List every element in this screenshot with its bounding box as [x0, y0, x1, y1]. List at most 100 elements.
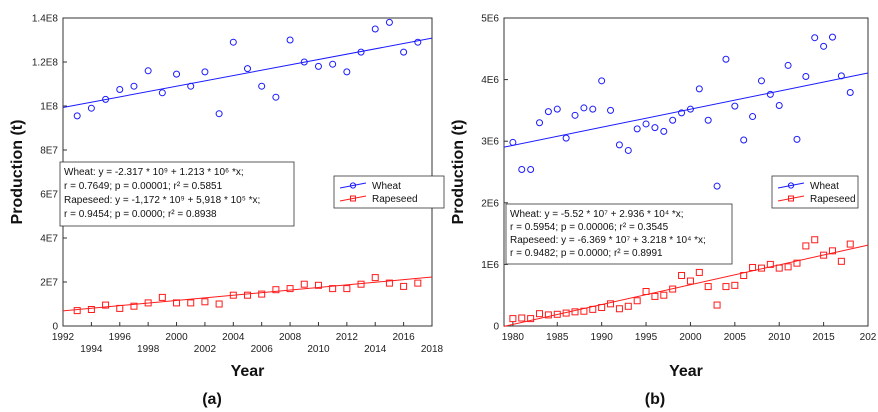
data-point — [713, 301, 721, 309]
data-point — [731, 102, 739, 110]
x-tick-label: 1992 — [52, 332, 75, 343]
legend-line — [777, 182, 805, 189]
data-point — [615, 305, 623, 313]
fit-line — [503, 72, 869, 148]
data-point — [828, 247, 836, 255]
data-point — [158, 89, 166, 97]
data-point — [651, 292, 659, 300]
y-tick-label: 5E6 — [481, 14, 499, 25]
legend-label: Wheat — [810, 181, 839, 192]
x-tick-label: 1985 — [546, 332, 569, 343]
legend-marker — [350, 195, 356, 202]
x-tick-label: 2000 — [165, 332, 188, 343]
data-point — [793, 135, 801, 143]
data-point — [314, 281, 322, 289]
series-rapeseed — [62, 274, 433, 315]
data-point — [229, 38, 237, 46]
data-point — [678, 109, 686, 117]
data-point — [329, 60, 337, 68]
panel-label: (a) — [202, 391, 222, 408]
equation-frame — [505, 203, 733, 265]
data-point — [544, 108, 552, 116]
data-point — [571, 111, 579, 119]
data-point — [116, 86, 124, 93]
x-tick-label: 2010 — [768, 332, 791, 343]
data-point — [757, 264, 765, 272]
equation-line: Wheat: y = -5.52 * 10⁷ + 2.936 * 10⁴ *x; — [510, 209, 684, 220]
legend-line — [777, 195, 805, 202]
x-tick-label: 1995 — [635, 332, 658, 343]
data-point — [846, 89, 854, 97]
data-point — [87, 306, 95, 313]
data-point — [686, 277, 694, 285]
data-point — [509, 138, 517, 146]
data-point — [820, 42, 828, 50]
data-point — [343, 68, 351, 76]
data-point — [784, 263, 792, 271]
data-point — [571, 308, 579, 316]
x-tick-label: 2008 — [279, 332, 302, 343]
x-axis-title: Year — [669, 363, 703, 380]
x-axis-title: Year — [231, 363, 265, 380]
data-point — [400, 282, 408, 290]
legend-box — [771, 175, 859, 209]
data-point — [300, 58, 308, 66]
y-tick-label: 3E6 — [481, 137, 499, 148]
data-point — [802, 73, 810, 81]
x-tick-label: 202 — [860, 332, 877, 343]
data-point — [272, 286, 280, 294]
data-point — [201, 68, 209, 76]
data-point — [244, 291, 251, 299]
data-point — [527, 315, 535, 323]
data-point — [509, 315, 517, 323]
data-point — [518, 314, 526, 322]
data-point — [784, 61, 792, 69]
data-point — [357, 48, 365, 56]
data-point — [215, 300, 223, 308]
chart-panel-2: 0 1E6 2E6 3E6 4E6 5E6 1980 1985 1990 1995 2000 2005… — [450, 14, 877, 409]
x-tick-label: 1980 — [502, 332, 525, 343]
data-point — [371, 274, 379, 282]
data-point — [414, 279, 422, 287]
legend: Wheat Rapeseed — [333, 175, 445, 209]
data-point — [536, 119, 544, 127]
data-point — [201, 298, 209, 306]
data-point — [518, 166, 526, 174]
legend-label: Rapeseed — [810, 194, 856, 205]
data-point — [553, 105, 561, 113]
data-point — [713, 182, 721, 190]
data-point — [544, 311, 552, 319]
y-tick-label: 6E7 — [40, 190, 58, 201]
data-point — [144, 299, 152, 307]
data-point — [722, 55, 730, 63]
data-point — [820, 251, 828, 259]
data-point — [607, 106, 615, 114]
data-point — [811, 236, 819, 244]
fit-line — [62, 276, 433, 312]
data-point — [766, 260, 774, 268]
legend-marker — [787, 182, 795, 189]
data-point — [740, 271, 748, 279]
fit-line — [62, 37, 433, 109]
data-point — [686, 105, 694, 113]
data-point — [598, 304, 606, 312]
y-tick-label: 8E7 — [40, 146, 58, 157]
x-tick-label: 2018 — [421, 344, 444, 355]
data-point — [400, 48, 408, 56]
data-point — [73, 112, 81, 120]
data-point — [102, 301, 110, 309]
data-point — [357, 280, 365, 288]
legend-line — [339, 195, 367, 202]
data-point — [580, 307, 588, 315]
data-point — [766, 90, 774, 98]
data-point — [314, 62, 322, 70]
legend-label: Rapeseed — [372, 194, 418, 205]
data-point — [130, 82, 138, 90]
equation-line: r = 0.9454; p = 0.0000; r² = 0.8938 — [64, 209, 217, 220]
y-tick-label: 2E6 — [481, 198, 499, 209]
data-point — [740, 136, 748, 144]
y-tick-label: 0 — [52, 322, 58, 333]
x-tick-label: 2012 — [336, 332, 359, 343]
data-point — [258, 290, 266, 298]
